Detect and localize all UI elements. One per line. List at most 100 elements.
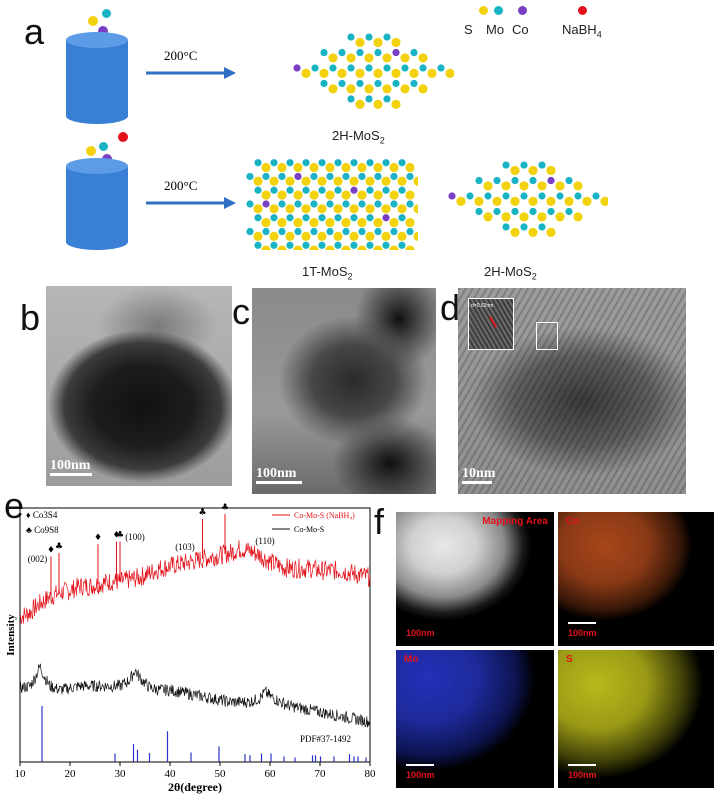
mo-atom: [270, 186, 278, 194]
temp-label-1: 200°C: [164, 48, 198, 63]
mo-atom: [302, 214, 310, 222]
mo-atom: [350, 241, 358, 249]
mo-atom: [365, 64, 373, 72]
tem-image-b: 100nm: [46, 286, 232, 486]
s-atom: [381, 176, 391, 186]
mo-atom: [401, 64, 409, 72]
s-atom: [528, 165, 538, 176]
reactor-cylinder-2: [66, 158, 128, 250]
scale-bar-b: [50, 473, 92, 476]
mo-atom: [286, 186, 294, 194]
s-atom: [391, 68, 401, 78]
s-atom: [328, 53, 338, 63]
s-atom: [349, 204, 359, 214]
s-atom: [501, 212, 511, 222]
s-atom: [537, 181, 547, 191]
s-atom: [546, 196, 556, 206]
mo-atom: [556, 192, 564, 200]
s-atom: [341, 245, 351, 250]
map-title-s: S: [566, 654, 573, 665]
co-atom: [294, 172, 302, 181]
mo-atom: [382, 241, 390, 249]
y-axis-label: Intensity: [5, 614, 17, 656]
s-atom: [357, 190, 367, 200]
mo-atom: [342, 227, 350, 236]
s-atom: [317, 204, 327, 214]
s-atom: [357, 217, 367, 228]
mo-atom: [374, 172, 382, 181]
precursor-dots-1: [80, 8, 120, 38]
series-line-co-mo-s: [19, 663, 371, 728]
s-atom: [405, 245, 415, 250]
mo-atom: [502, 161, 510, 169]
s-atom: [373, 68, 383, 78]
mo-atom: [390, 200, 398, 208]
s-atom: [325, 190, 335, 200]
hrtem-inset: d=0.62nm: [468, 298, 514, 350]
legend-mo-label: Mo: [486, 22, 505, 37]
s-atom: [317, 231, 327, 241]
s-atom: [373, 37, 383, 48]
mo-atom: [484, 192, 492, 200]
panel-b-letter: b: [20, 297, 41, 338]
lattice-1t: [246, 159, 418, 250]
s-atom: [333, 231, 343, 241]
lattice-2h-top: [293, 33, 454, 109]
s-atom: [269, 204, 279, 214]
s-atom: [365, 176, 375, 186]
s-atom: [600, 196, 608, 206]
mo-atom: [466, 192, 474, 200]
mo-atom: [382, 186, 390, 194]
s-atom: [391, 99, 401, 109]
s-atom: [510, 227, 520, 237]
s-atom: [537, 212, 547, 222]
s-atom: [519, 181, 529, 191]
s-atom: [349, 176, 359, 186]
s-atom: [355, 99, 365, 109]
map-scale-label-s: 100nm: [568, 770, 597, 780]
x-tick-label: 30: [115, 768, 127, 780]
mo-atom: [383, 95, 391, 103]
hkl-annotation: (002): [28, 554, 48, 564]
s-atom: [528, 227, 538, 237]
hkl-annotation: (110): [255, 536, 274, 546]
co-atom: [350, 186, 358, 194]
s-atom: [381, 231, 391, 241]
hrtem-image-d: d=0.62nm 10nm: [458, 288, 686, 494]
mo-atom: [310, 227, 318, 236]
mo-atom: [320, 79, 328, 88]
s-atom: [319, 68, 329, 78]
s-atom: [301, 204, 311, 214]
mo-atom: [365, 95, 373, 103]
mo-atom: [334, 214, 342, 222]
mo-atom: [302, 186, 310, 194]
s-atom: [427, 68, 437, 78]
map-title-mo: Mo: [404, 654, 419, 665]
mo-atom: [318, 241, 326, 249]
mo-atom: [383, 64, 391, 72]
s-atom: [285, 204, 295, 214]
reactor-cylinder-1: [66, 32, 128, 124]
mo-atom: [270, 159, 278, 167]
mo-atom: [356, 48, 364, 57]
s-atom: [277, 162, 287, 173]
s-atom: [397, 176, 407, 186]
s-atom: [341, 190, 351, 200]
mo-atom: [406, 227, 414, 236]
s-atom: [293, 190, 303, 200]
s-atom: [325, 217, 335, 228]
mo-atom: [437, 64, 445, 72]
s-atom: [355, 68, 365, 78]
mo-atom: [493, 207, 501, 216]
s-atom: [373, 217, 383, 228]
s-atom: [325, 162, 335, 173]
panel-f-letter: f: [374, 501, 385, 542]
peak-marker: ♦: [94, 533, 102, 543]
hkl-annotation: (103): [175, 542, 195, 552]
label-1t-mos2: 1T-MoS2: [302, 264, 353, 282]
co-atom: [547, 176, 555, 185]
map-scale-label-mo: 100nm: [406, 770, 435, 780]
s-atom: [309, 245, 319, 250]
mo-atom: [502, 223, 510, 231]
